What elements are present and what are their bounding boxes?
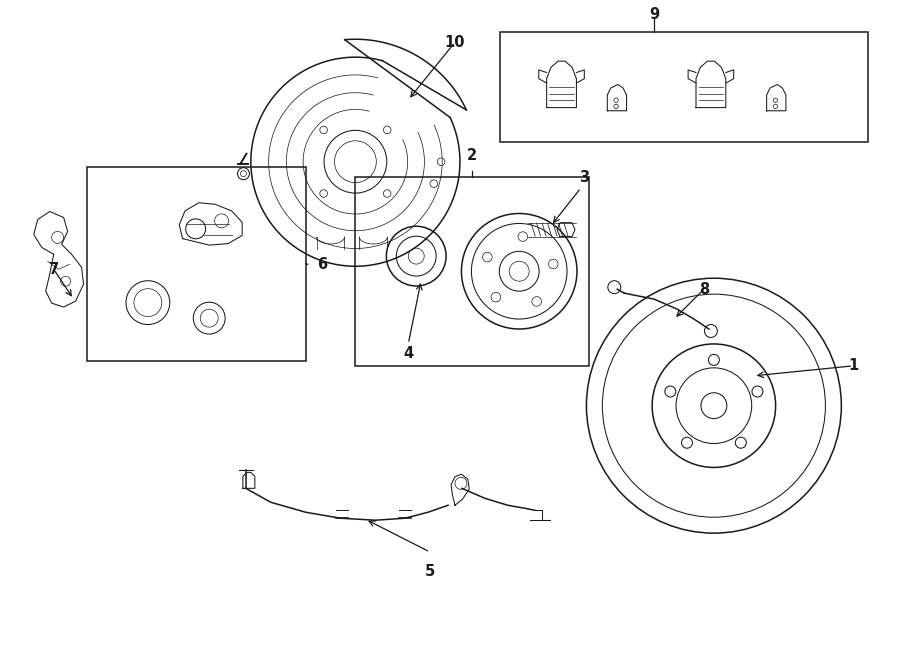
Bar: [356, 176, 590, 366]
Text: 10: 10: [445, 35, 465, 50]
Text: 6: 6: [318, 256, 328, 272]
Text: 5: 5: [425, 564, 436, 580]
Text: 1: 1: [848, 358, 859, 373]
Bar: [500, 32, 868, 142]
Text: 9: 9: [649, 7, 659, 22]
Text: 4: 4: [403, 346, 413, 362]
Text: 2: 2: [467, 148, 478, 163]
Text: 8: 8: [698, 282, 709, 297]
Text: 7: 7: [49, 262, 58, 277]
Bar: [86, 167, 306, 361]
Text: 3: 3: [579, 171, 589, 185]
